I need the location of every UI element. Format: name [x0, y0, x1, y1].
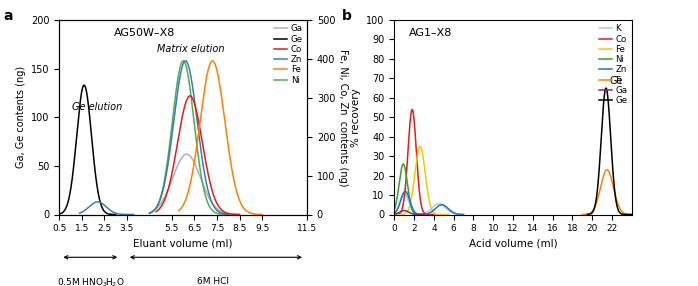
Text: H$_2$O: H$_2$O — [105, 277, 124, 286]
Y-axis label: Ga, Ge contents (ng): Ga, Ge contents (ng) — [15, 66, 26, 168]
Text: 0.5M HNO$_3$: 0.5M HNO$_3$ — [57, 277, 108, 286]
Y-axis label: % recovery: % recovery — [350, 88, 361, 147]
X-axis label: Acid volume (ml): Acid volume (ml) — [469, 239, 557, 249]
Text: a: a — [3, 9, 13, 23]
Text: 6M HCl: 6M HCl — [197, 277, 228, 286]
Text: b: b — [342, 9, 352, 23]
Text: Matrix elution: Matrix elution — [157, 44, 225, 54]
Y-axis label: Fe, Ni, Co, Zn  contents (ng): Fe, Ni, Co, Zn contents (ng) — [338, 49, 348, 186]
Text: Ge: Ge — [610, 76, 623, 86]
X-axis label: Eluant volume (ml): Eluant volume (ml) — [133, 239, 233, 249]
Text: Ge elution: Ge elution — [72, 102, 122, 112]
Legend: Ga, Ge, Co, Zn, Fe, Ni: Ga, Ge, Co, Zn, Fe, Ni — [274, 24, 303, 85]
Text: AG1–X8: AG1–X8 — [408, 28, 452, 38]
Text: AG50W–X8: AG50W–X8 — [114, 28, 175, 38]
Legend: K, Co, Fe, Ni, Zn, Ti, Ga, Ge: K, Co, Fe, Ni, Zn, Ti, Ga, Ge — [599, 24, 628, 105]
